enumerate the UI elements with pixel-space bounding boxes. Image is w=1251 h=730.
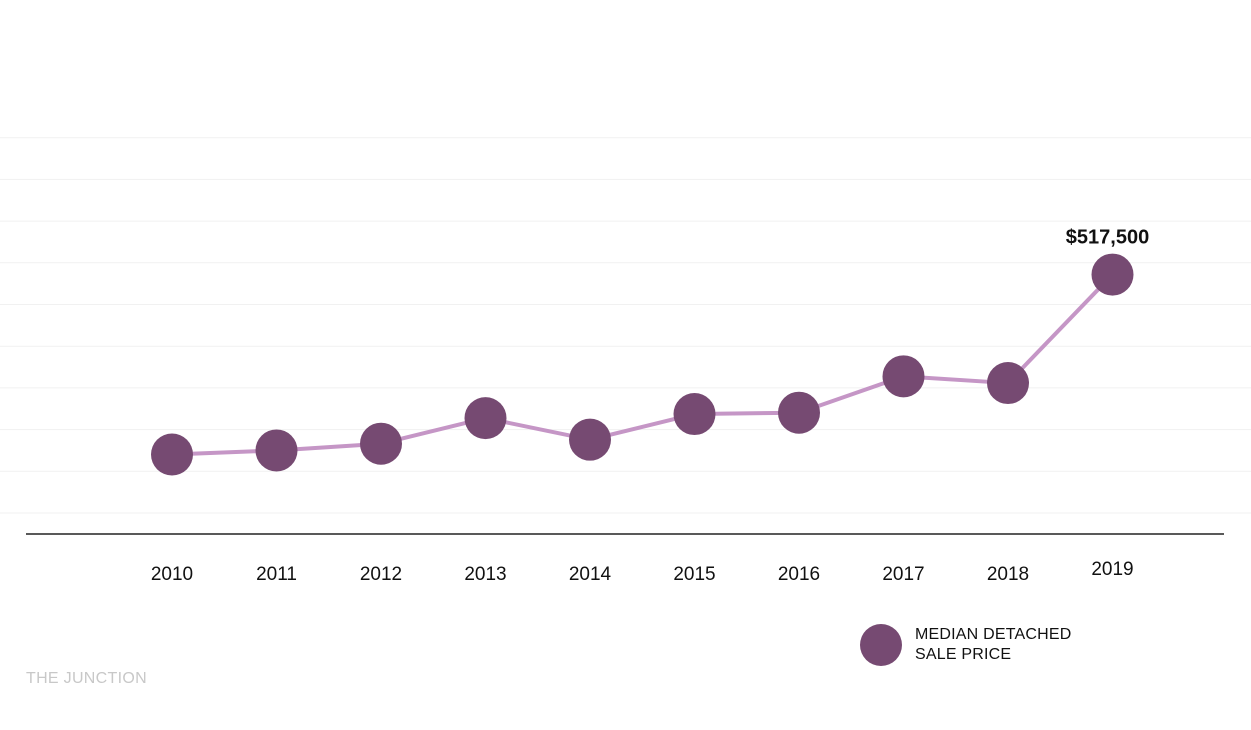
legend-label: MEDIAN DETACHED SALE PRICE	[915, 625, 1072, 665]
x-tick-label-2019: 2019	[1091, 559, 1133, 580]
data-point-2013	[464, 397, 507, 440]
series-points-group	[151, 253, 1134, 476]
data-label-2019: $517,500	[1066, 227, 1149, 249]
series-line	[170, 272, 1115, 457]
x-tick-label-2017: 2017	[882, 564, 924, 585]
x-tick-label-2016: 2016	[778, 564, 820, 585]
data-point-2012	[360, 422, 402, 465]
data-point-2010	[151, 433, 193, 476]
legend-label-line1: MEDIAN DETACHED	[915, 626, 1072, 643]
x-tick-label-2013: 2013	[464, 564, 506, 585]
x-tick-label-2010: 2010	[151, 564, 193, 585]
data-point-2011	[255, 429, 298, 472]
series-line-group	[170, 272, 1115, 457]
source-watermark: THE JUNCTION	[26, 670, 147, 687]
x-tick-label-2014: 2014	[569, 564, 612, 585]
legend: MEDIAN DETACHED SALE PRICE	[860, 624, 1072, 666]
gridlines	[0, 137, 1251, 514]
tick-labels-group: 2010 2011 2012 2013 2014 2015 2016 2017 2018 2019	[151, 559, 1134, 585]
data-point-2019	[1091, 253, 1134, 296]
data-point-2018	[987, 362, 1029, 405]
data-point-2017	[882, 355, 925, 398]
x-tick-label-2012: 2012	[360, 564, 402, 585]
legend-marker	[860, 624, 902, 666]
data-point-2015	[673, 393, 716, 436]
data-point-2016	[778, 391, 820, 434]
legend-label-line2: SALE PRICE	[915, 646, 1012, 663]
x-tick-label-2018: 2018	[987, 564, 1029, 585]
x-tick-label-2015: 2015	[673, 564, 715, 585]
data-point-2014	[569, 418, 611, 461]
x-tick-label-2011: 2011	[256, 564, 297, 585]
annotations-group: $517,500	[1066, 227, 1149, 249]
